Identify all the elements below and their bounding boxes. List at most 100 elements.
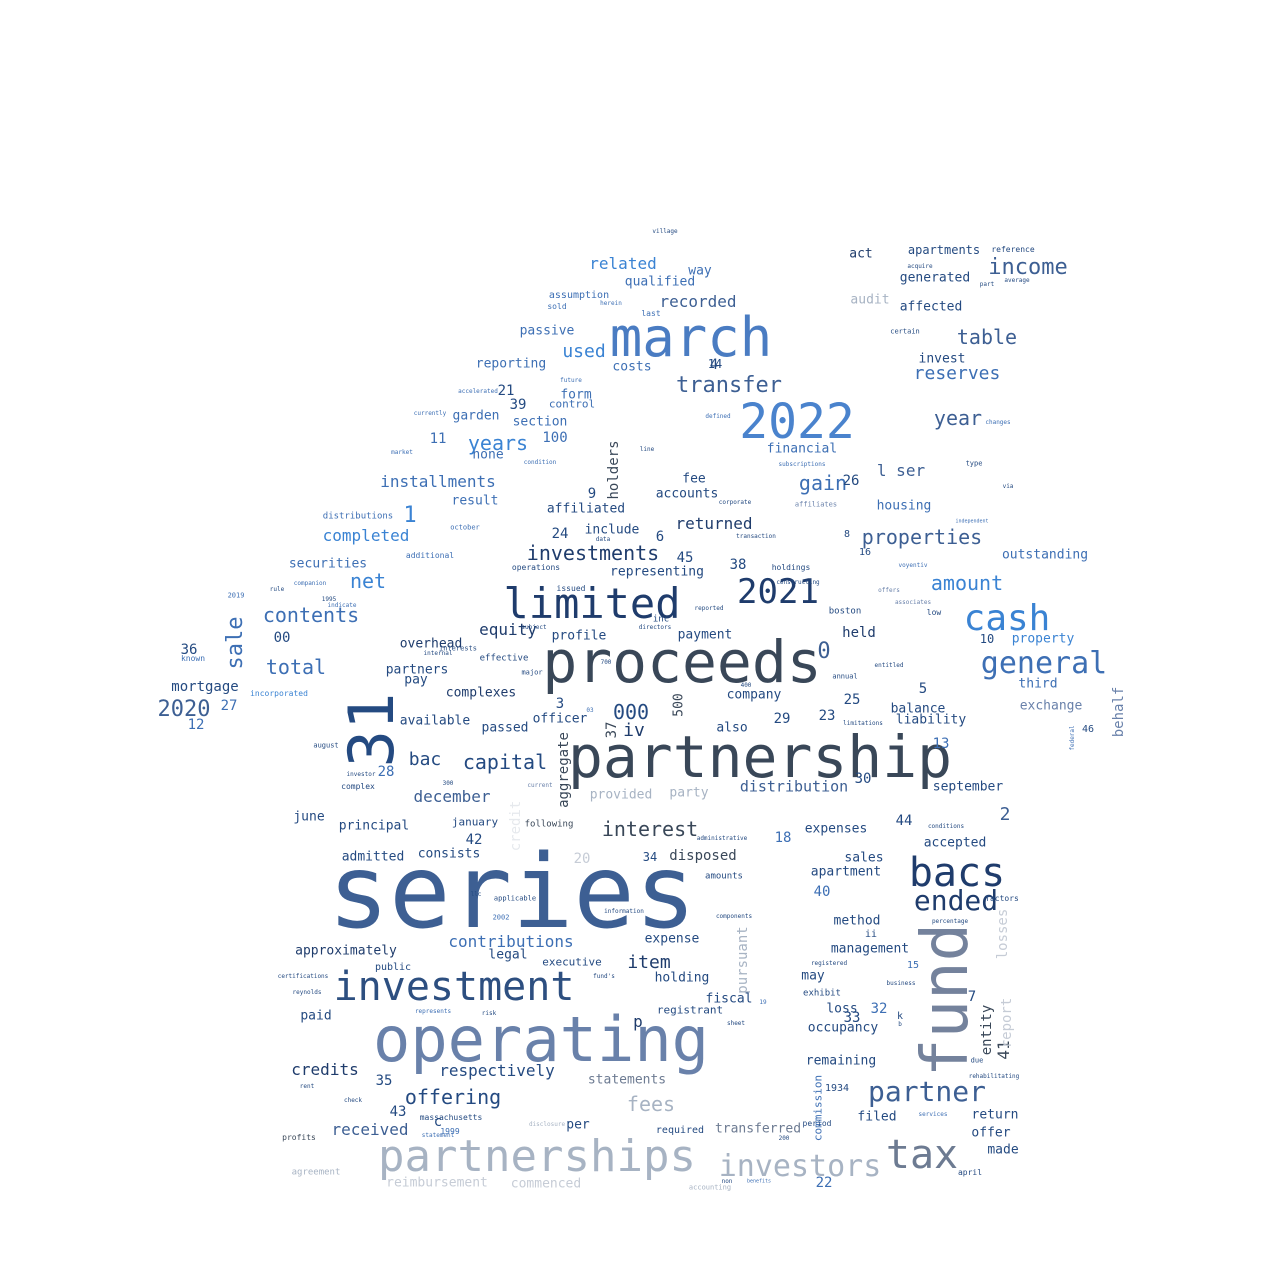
word-275: 25 <box>843 692 861 708</box>
word-178: investor <box>346 771 376 778</box>
word-251: inc <box>652 614 670 625</box>
word-132: representing <box>610 564 704 580</box>
word-150: last <box>641 309 661 318</box>
word-279: 29 <box>773 711 791 727</box>
word-148: assumption <box>548 290 610 301</box>
word-13: bacs <box>908 850 1006 896</box>
word-152: apartments <box>907 243 981 257</box>
word-248: ii <box>864 929 878 940</box>
word-254: 100 <box>542 430 568 446</box>
word-23: transfer <box>676 373 782 398</box>
word-3: proceeds <box>542 628 822 696</box>
word-249: k <box>896 1011 904 1022</box>
word-180: information <box>604 908 644 915</box>
word-273: 23 <box>818 708 836 724</box>
word-278: 28 <box>377 764 395 780</box>
word-78: overhead <box>399 636 463 652</box>
word-96: sales <box>844 850 884 866</box>
word-17: partner <box>867 1075 987 1108</box>
word-190: benefits <box>746 1178 772 1185</box>
word-126: profile <box>551 628 607 644</box>
word-296: 400 <box>740 682 752 689</box>
word-301: 19 <box>759 999 767 1006</box>
word-187: registered <box>810 960 848 967</box>
word-156: invest <box>918 351 966 367</box>
word-106: made <box>987 1142 1019 1158</box>
word-188: services <box>918 1111 948 1118</box>
word-72: iv <box>623 720 645 741</box>
word-270: 20 <box>573 851 591 867</box>
word-88: financial <box>766 441 838 457</box>
word-263: 11 <box>429 431 447 447</box>
word-300: 1999 <box>440 1127 460 1136</box>
word-59: l ser <box>876 461 926 480</box>
word-283: 34 <box>642 850 658 864</box>
word-253: 00 <box>273 630 291 646</box>
word-241: statement <box>421 1132 455 1139</box>
word-229: federal <box>1069 725 1076 751</box>
word-277: 27 <box>220 698 238 714</box>
word-290: 43 <box>389 1104 407 1120</box>
word-39: used <box>562 341 606 362</box>
word-176: major <box>521 668 543 677</box>
word-19: ended <box>913 884 999 917</box>
word-53: item <box>627 952 671 973</box>
word-215: future <box>560 377 582 384</box>
word-255: 3 <box>555 696 565 712</box>
word-207: average <box>1004 277 1030 284</box>
word-27: properties <box>861 525 983 549</box>
word-264: 12 <box>187 717 205 733</box>
word-185: limitations <box>843 720 883 727</box>
word-196: low <box>926 608 942 617</box>
word-116: required <box>655 1125 705 1136</box>
word-157: may <box>801 968 825 984</box>
word-286: 38 <box>729 557 747 573</box>
word-183: annual <box>832 672 858 681</box>
word-295: 2019 <box>227 591 245 600</box>
word-48: received <box>331 1120 409 1139</box>
word-166: boston <box>828 606 862 617</box>
word-161: known <box>180 654 206 663</box>
word-143: reporting <box>475 356 547 372</box>
word-136: accounts <box>655 486 719 502</box>
word-47: december <box>413 787 491 806</box>
word-129: also <box>716 720 748 736</box>
word-239: sheet <box>726 1020 746 1027</box>
word-50: returned <box>675 514 753 533</box>
word-159: incorporated <box>250 689 308 698</box>
word-91: liability <box>895 712 967 728</box>
word-123: officer <box>532 711 588 727</box>
word-280: 30 <box>854 771 872 787</box>
word-145: costs <box>612 359 652 375</box>
word-191: non <box>721 1178 733 1185</box>
word-225: companion <box>293 580 327 587</box>
word-119: january <box>451 815 499 829</box>
word-114: public <box>374 962 412 973</box>
word-30: net <box>349 569 387 593</box>
word-268: 16 <box>858 547 872 558</box>
word-135: fee <box>682 471 706 487</box>
word-238: fund's <box>593 973 615 980</box>
word-138: none <box>472 447 504 463</box>
word-233: conditions <box>927 823 965 830</box>
word-100: remaining <box>805 1053 877 1069</box>
word-104: return <box>971 1107 1019 1123</box>
word-177: internal <box>423 650 453 657</box>
word-237: risk <box>481 1010 497 1017</box>
word-42: installments <box>380 472 496 491</box>
word-235: reynolds <box>292 989 322 996</box>
word-87: housing <box>876 498 932 514</box>
word-223: subject <box>521 624 547 631</box>
word-111: legal <box>488 947 528 963</box>
word-234: certifications <box>277 973 329 980</box>
word-81: reimbursement <box>386 1175 488 1191</box>
word-261: 9 <box>587 486 597 502</box>
word-147: way <box>688 263 712 279</box>
word-84: transferred <box>714 1121 802 1137</box>
word-292: 45 <box>676 550 694 566</box>
word-82: commenced <box>510 1176 582 1192</box>
word-204: affiliates <box>794 500 838 509</box>
word-285: 36 <box>180 642 198 658</box>
word-246: due <box>970 1056 984 1065</box>
word-162: massachusetts <box>419 1113 483 1122</box>
